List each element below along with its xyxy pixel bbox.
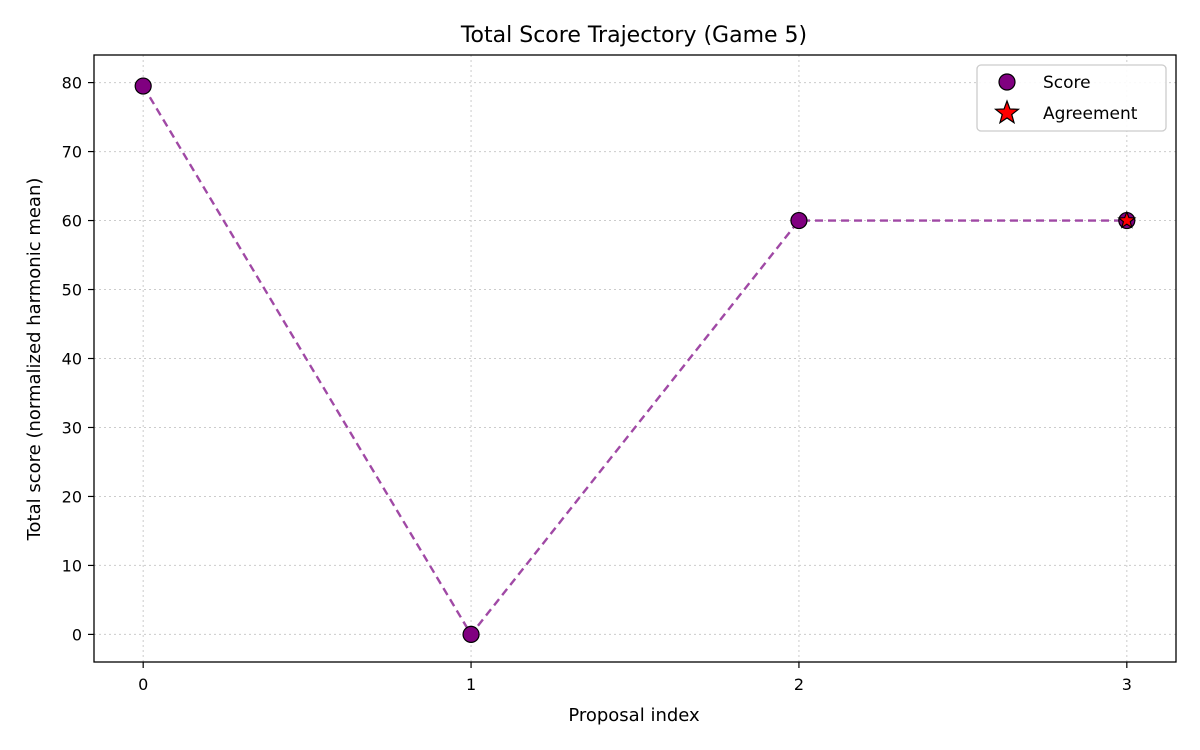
y-tick-label-80: 80 [62, 74, 82, 93]
x-axis-label: Proposal index [568, 705, 700, 726]
y-tick-label-50: 50 [62, 281, 82, 300]
y-axis-ticks: 0 10 20 30 40 50 60 70 80 [62, 74, 94, 644]
x-tick-label-2: 2 [794, 675, 804, 694]
x-tick-label-3: 3 [1122, 675, 1132, 694]
chart-title: Total Score Trajectory (Game 5) [460, 23, 807, 48]
x-tick-label-0: 0 [138, 675, 148, 694]
y-tick-label-20: 20 [62, 487, 82, 506]
y-axis-label: Total score (normalized harmonic mean) [24, 178, 45, 542]
y-tick-label-40: 40 [62, 350, 82, 369]
y-tick-label-0: 0 [72, 625, 82, 644]
legend-score-marker [998, 73, 1016, 91]
legend-box [976, 64, 1167, 132]
agreement-point-0 [1117, 210, 1137, 229]
legend: Score Agreement [976, 64, 1167, 132]
score-point-2 [790, 211, 808, 230]
score-point-0 [134, 77, 152, 95]
score-point-1 [462, 625, 480, 644]
y-tick-label-60: 60 [62, 212, 82, 231]
legend-agreement-marker [993, 99, 1021, 125]
y-tick-label-70: 70 [62, 143, 82, 162]
legend-score-label: Score [1043, 73, 1091, 93]
legend-agreement-label: Agreement [1043, 104, 1138, 124]
grid [94, 55, 1176, 662]
x-tick-label-1: 1 [466, 675, 476, 694]
y-tick-label-30: 30 [62, 418, 82, 437]
series-layer [134, 77, 1137, 644]
y-tick-label-10: 10 [62, 556, 82, 575]
x-axis-ticks: 0 1 2 3 [138, 662, 1132, 694]
score-series-line [142, 85, 1127, 637]
